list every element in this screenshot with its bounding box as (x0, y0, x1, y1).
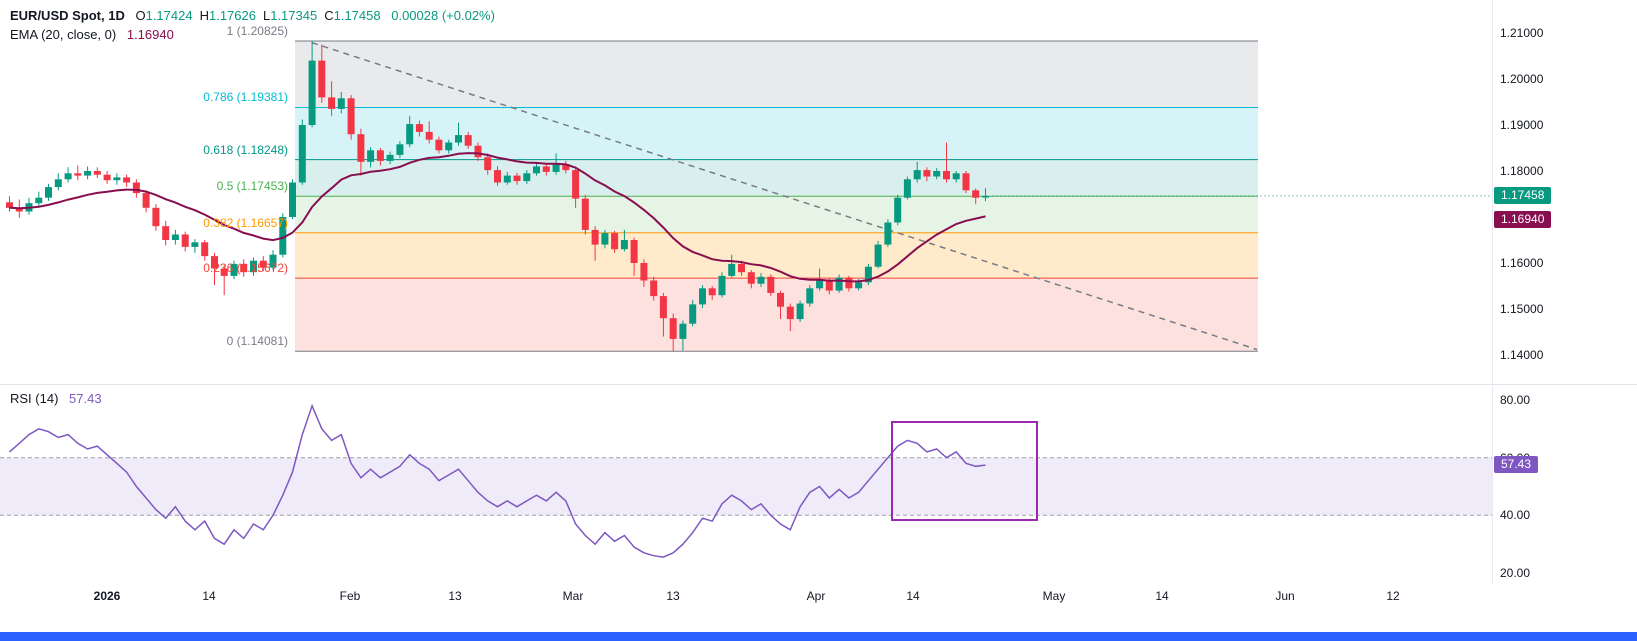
price-chart-canvas[interactable] (0, 0, 1492, 385)
rsi-legend-value: 57.43 (69, 391, 102, 406)
ema-value-badge: 1.16940 (1494, 210, 1552, 228)
rsi-legend: RSI (14) 57.43 (10, 391, 102, 406)
ohlc-key: O (135, 8, 146, 23)
ohlc-value: 1.17424 (145, 8, 193, 23)
ohlc-value: 1.17345 (270, 8, 318, 23)
price-axis-label: 1.15000 (1500, 302, 1544, 316)
ohlc-value: 1.17458 (333, 8, 381, 23)
time-axis-label: Jun (1275, 589, 1295, 603)
ohlc-key: H (199, 8, 209, 23)
ohlc-key: L (262, 8, 271, 23)
time-axis-label: Feb (339, 589, 361, 603)
time-axis-label: 12 (1386, 589, 1400, 603)
ema-legend: EMA (20, close, 0) 1.16940 (10, 27, 174, 42)
pane-resize-separator[interactable] (0, 384, 1637, 385)
price-axis-label: 1.16000 (1500, 256, 1544, 270)
time-axis-label: 14 (202, 589, 216, 603)
rsi-axis-label: 20.00 (1500, 566, 1531, 580)
fib-level-label: 0.5 (1.17453) (216, 179, 288, 194)
rsi-axis-label: 40.00 (1500, 508, 1531, 523)
price-axis-label: 1.19000 (1500, 118, 1544, 132)
time-axis-label: May (1042, 589, 1066, 603)
ema-legend-label[interactable]: EMA (20, close, 0) (10, 27, 117, 42)
price-axis-label: 1.20000 (1500, 72, 1544, 86)
time-axis-label: 13 (448, 589, 462, 603)
chart-legend: EUR/USD Spot, 1D O1.17424 H1.17626 L1.1734… (10, 8, 495, 23)
fib-level-label: 0.382 (1.16657) (203, 215, 288, 230)
ema-legend-value: 1.16940 (126, 27, 174, 42)
time-axis-label: 2026 (93, 589, 121, 603)
timeline-scrollbar[interactable] (0, 632, 1637, 641)
last-price-badge: 1.17458 (1494, 186, 1552, 204)
price-axis-separator (1492, 0, 1493, 632)
fib-level-label: 1 (1.20825) (226, 24, 288, 39)
time-axis[interactable]: 2026 14 Feb 13 Mar 13 Apr 14 May 14 Jun 12 (0, 583, 1637, 632)
rsi-chart-canvas[interactable] (0, 385, 1492, 583)
price-axis-label: 1.18000 (1500, 164, 1544, 178)
rsi-value-badge: 57.43 (1494, 456, 1539, 474)
time-axis-label: 14 (906, 589, 920, 603)
time-axis-label: 14 (1155, 589, 1169, 603)
price-axis-label: 1.14000 (1500, 348, 1544, 362)
ohlc-values: O1.17424 H1.17626 L1.17345 C1.17458 (128, 8, 380, 23)
time-axis-label: Apr (806, 589, 826, 603)
ohlc-key: C (324, 8, 334, 23)
rsi-legend-label[interactable]: RSI (14) (10, 391, 59, 406)
time-axis-label: 13 (666, 589, 680, 603)
fib-level-label: 0 (1.14081) (226, 334, 288, 349)
fib-level-label: 0.618 (1.18248) (203, 142, 288, 157)
price-axis-label: 1.21000 (1500, 26, 1544, 40)
symbol-title[interactable]: EUR/USD Spot, 1D (10, 8, 125, 23)
fib-level-label: 0.236 (1.15672) (203, 261, 288, 276)
ohlc-value: 1.17626 (208, 8, 256, 23)
rsi-axis-label: 80.00 (1500, 393, 1531, 407)
change-value: 0.00028 (+0.02%) (391, 8, 495, 23)
fib-level-label: 0.786 (1.19381) (203, 90, 288, 105)
time-axis-label: Mar (562, 589, 584, 603)
